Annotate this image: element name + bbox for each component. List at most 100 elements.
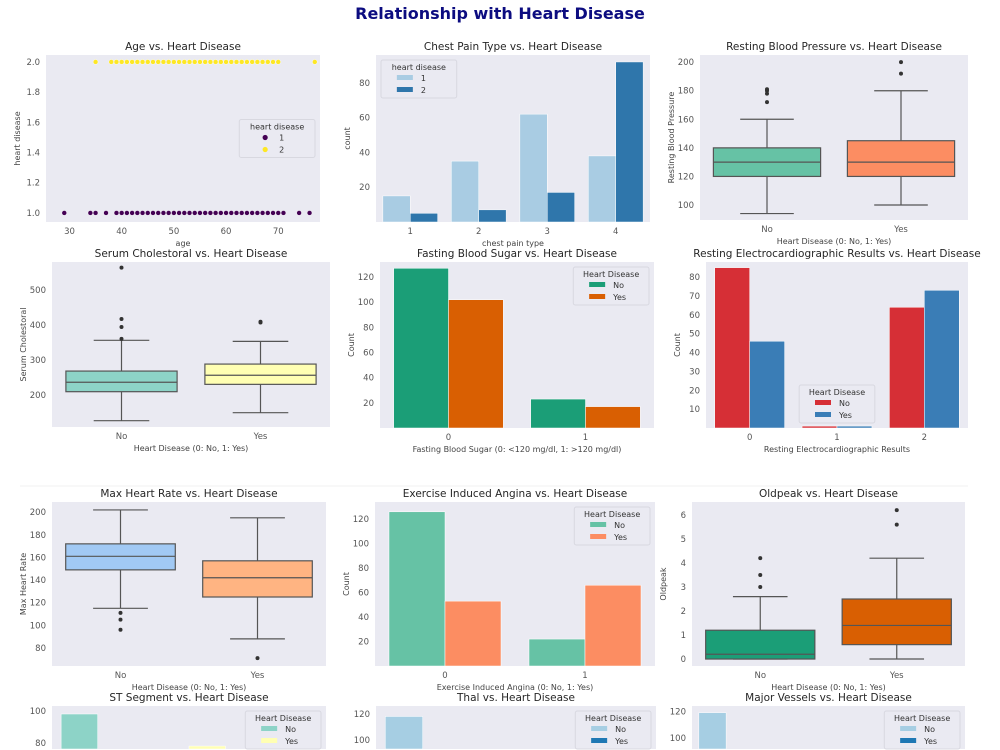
bar <box>385 716 423 750</box>
y-tick-label: 120 <box>358 273 374 283</box>
legend-label: 1 <box>421 74 426 83</box>
y-tick-label: 160 <box>30 553 46 563</box>
bar <box>528 638 586 667</box>
scatter-point <box>61 210 67 216</box>
scatter-point <box>134 59 140 65</box>
legend-box <box>238 119 316 158</box>
plot-area <box>52 262 330 427</box>
bar <box>188 745 226 750</box>
legend: heart disease 1 2 <box>238 119 316 158</box>
y-tick-label: 30 <box>689 367 700 377</box>
outlier-point <box>119 316 124 321</box>
scatter-point <box>270 210 276 216</box>
chart-title: Exercise Induced Angina vs. Heart Diseas… <box>403 488 627 500</box>
scatter-point <box>259 210 266 216</box>
x-tick-label: No <box>116 432 128 442</box>
scatter-point <box>218 59 224 65</box>
x-tick-label: No <box>754 671 766 681</box>
y-tick-label: 20 <box>359 183 370 193</box>
x-tick-label: 50 <box>168 227 179 237</box>
chart-title: Major Vessels vs. Heart Disease <box>745 692 912 704</box>
legend-swatch <box>396 75 413 80</box>
bar <box>382 195 411 223</box>
chart-panel: Thal vs. Heart Disease 100 120 Heart Diseas… <box>354 692 656 750</box>
x-axis-label: chest pain type <box>482 239 544 248</box>
y-tick-label: 120 <box>678 172 694 182</box>
scatter-point <box>119 210 125 216</box>
scatter-point <box>280 210 287 216</box>
legend-swatch <box>815 400 831 405</box>
x-tick-label: 1 <box>834 433 839 443</box>
bar <box>588 155 616 223</box>
x-axis-label: Heart Disease (0: No, 1: Yes) <box>132 683 247 692</box>
legend-swatch <box>815 412 831 417</box>
scatter-point <box>228 210 234 216</box>
outlier-point <box>758 556 763 561</box>
y-tick-label: 100 <box>30 707 46 717</box>
chart-panel: Resting Blood Pressure vs. Heart Disease… <box>667 41 968 246</box>
outlier-point <box>119 325 124 330</box>
x-axis-label: age <box>176 239 191 248</box>
x-axis-label: Heart Disease (0: No, 1: Yes) <box>134 444 249 453</box>
outlier-point <box>899 60 903 65</box>
scatter-point <box>150 59 156 65</box>
x-tick-label: No <box>761 225 773 235</box>
scatter-point <box>186 210 193 216</box>
legend-swatch <box>589 282 606 287</box>
scatter-point <box>108 59 114 65</box>
y-tick-label: 100 <box>678 201 694 211</box>
scatter-point <box>166 59 172 65</box>
x-tick-label: Yes <box>893 225 908 235</box>
scatter-point <box>92 59 99 65</box>
y-tick-label: 120 <box>30 599 46 609</box>
y-tick-label: 2 <box>681 607 686 617</box>
y-tick-label: 5 <box>681 535 686 545</box>
bar <box>615 61 644 223</box>
chart-title: Resting Blood Pressure vs. Heart Disease <box>726 41 942 53</box>
y-axis-label: Serum Cholestoral <box>19 307 28 381</box>
box <box>846 140 956 178</box>
outlier-point <box>118 610 123 615</box>
chart-panel: ST Segment vs. Heart Disease 80 100 Heart D… <box>30 692 326 750</box>
x-tick-label: 3 <box>545 227 550 237</box>
x-tick-label: 1 <box>408 227 413 237</box>
y-tick-label: 70 <box>689 292 700 302</box>
legend-title: heart disease <box>392 63 446 72</box>
scatter-point <box>192 210 198 216</box>
legend-label: Yes <box>612 293 626 302</box>
legend-label: Yes <box>923 737 937 746</box>
y-tick-label: 1.4 <box>26 149 40 159</box>
scatter-point <box>139 59 146 65</box>
outlier-point <box>118 617 123 622</box>
legend-label: No <box>614 521 625 530</box>
legend-label: 2 <box>421 86 426 95</box>
y-tick-label: 1.0 <box>26 209 40 219</box>
legend-label: No <box>924 725 935 734</box>
chart-title: Oldpeak vs. Heart Disease <box>759 488 898 500</box>
x-tick-label: 70 <box>273 227 284 237</box>
scatter-point <box>244 59 250 65</box>
scatter-point <box>228 59 234 65</box>
scatter-point <box>197 210 203 216</box>
outlier-point <box>765 100 769 105</box>
chart-title: Chest Pain Type vs. Heart Disease <box>424 41 602 53</box>
legend-marker <box>262 134 268 141</box>
chart-title: Thal vs. Heart Disease <box>456 692 575 704</box>
scatter-point <box>270 59 276 65</box>
outlier-point <box>899 71 903 76</box>
legend-title: heart disease <box>250 123 304 132</box>
scatter-point <box>249 210 255 216</box>
outlier-point <box>258 319 263 324</box>
y-tick-label: 200 <box>678 58 694 68</box>
scatter-point <box>306 210 313 216</box>
scatter-point <box>150 210 156 216</box>
scatter-point <box>145 59 151 65</box>
scatter-point <box>155 59 161 65</box>
y-tick-label: 400 <box>30 321 46 331</box>
bar <box>519 113 548 223</box>
legend-label: No <box>285 725 296 734</box>
scatter-point <box>129 59 135 65</box>
legend-title: Heart Disease <box>255 714 311 723</box>
y-tick-label: 50 <box>689 330 700 340</box>
outlier-point <box>758 585 763 590</box>
